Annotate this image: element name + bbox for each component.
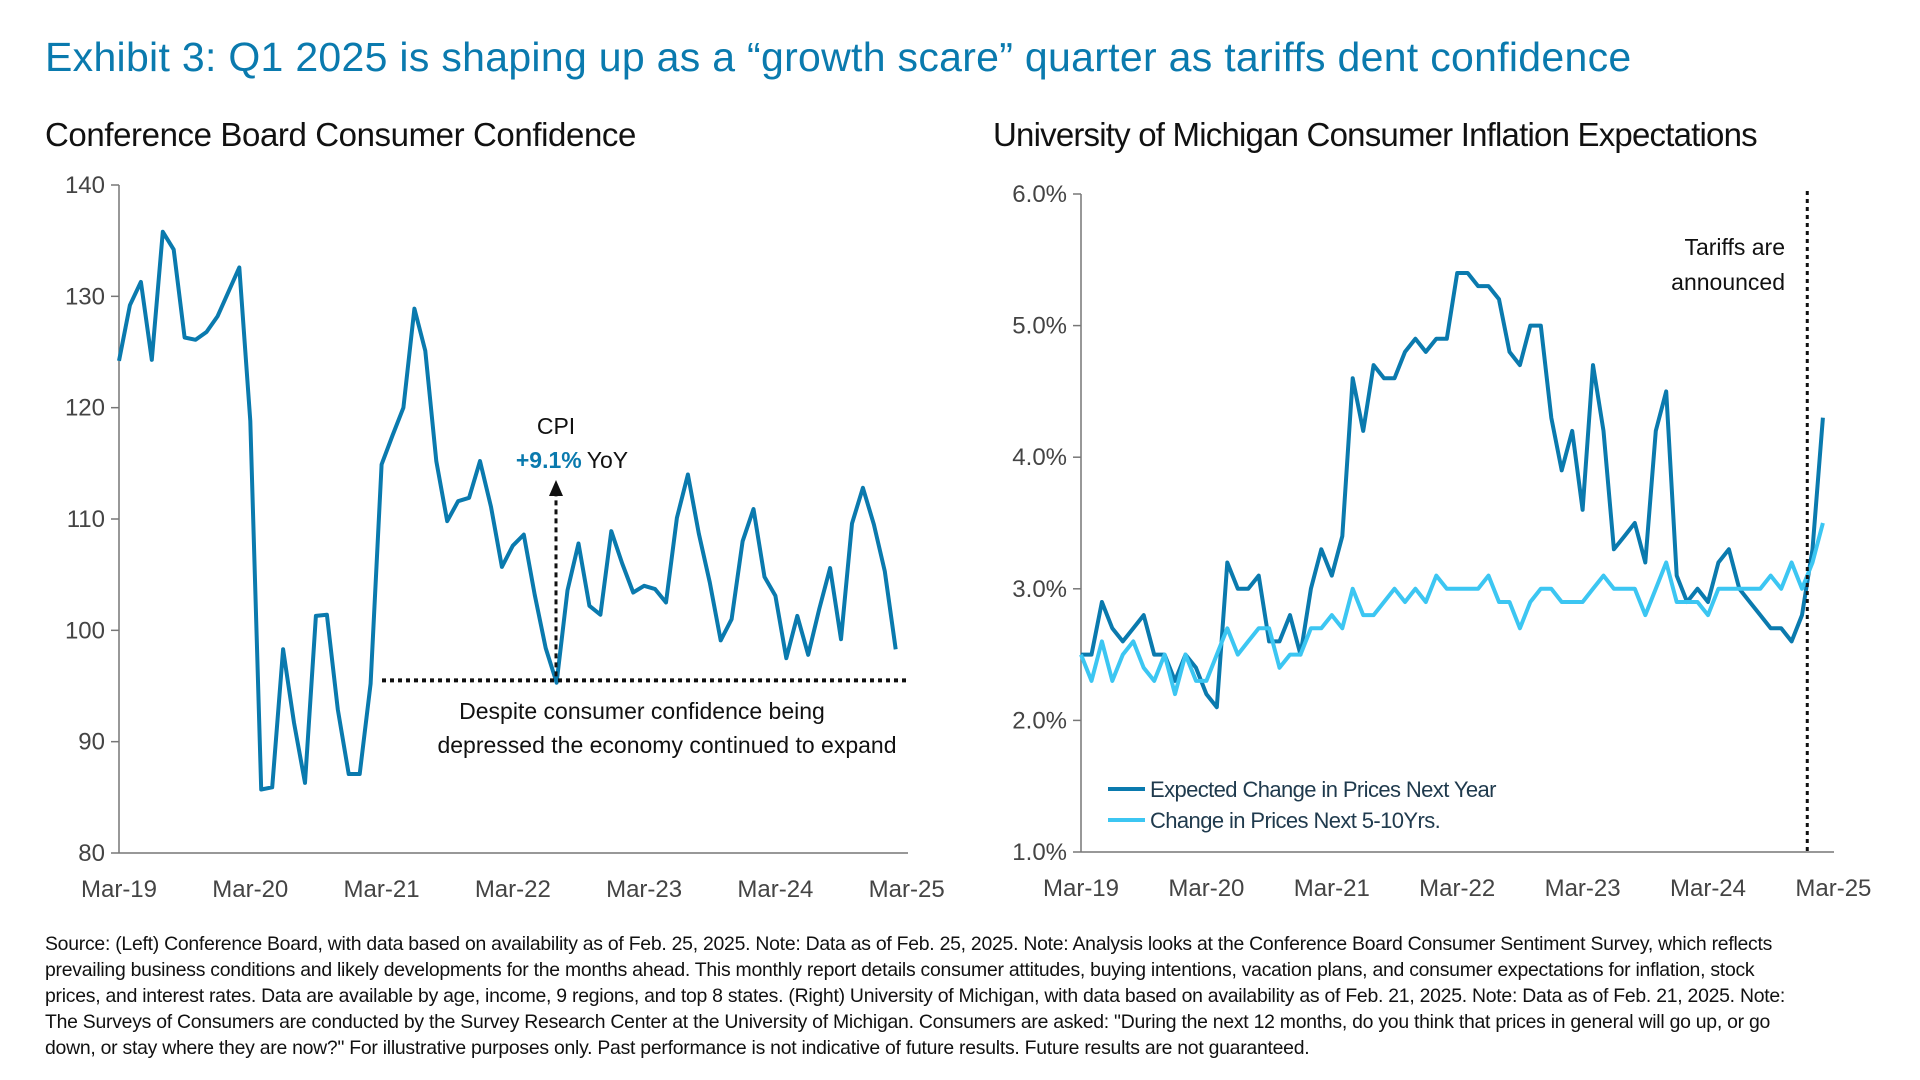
y-tick-label: 140 <box>65 172 105 199</box>
y-tick-label: 2.0% <box>1012 707 1067 734</box>
x-tick-label: Mar-25 <box>1795 875 1871 902</box>
series-line-1 <box>1079 522 1825 697</box>
cpi-value: +9.1% <box>516 447 582 473</box>
footnote-line: down, or stay where they are now?" For i… <box>45 1037 1310 1059</box>
x-tick-label: Mar-21 <box>1294 875 1370 902</box>
x-tick-label: Mar-19 <box>81 876 157 903</box>
exhibit-title: Exhibit 3: Q1 2025 is shaping up as a “g… <box>45 34 1632 80</box>
footnote-line: prices, and interest rates. Data are ava… <box>45 985 1786 1007</box>
footnote-line: prevailing business conditions and likel… <box>45 959 1755 981</box>
x-tick-label: Mar-20 <box>212 876 288 903</box>
note-line-1: Despite consumer confidence being <box>459 698 825 724</box>
y-tick-label: 90 <box>78 729 105 756</box>
legend: Expected Change in Prices Next Year Chan… <box>1108 777 1497 833</box>
x-tick-label: Mar-20 <box>1168 875 1244 902</box>
x-tick-label: Mar-23 <box>1545 875 1621 902</box>
left-chart-title: Conference Board Consumer Confidence <box>45 116 636 153</box>
legend-label-expected-next-year: Expected Change in Prices Next Year <box>1150 777 1496 802</box>
y-tick-label: 120 <box>65 395 105 422</box>
x-tick-label: Mar-24 <box>1670 875 1746 902</box>
michigan-chart: 1.0% 2.0% 3.0% 4.0% 5.0% 6.0% Mar-19 Mar-20 Mar-… <box>1012 181 1871 902</box>
cpi-label: CPI <box>537 413 575 439</box>
y-tick-label: 110 <box>67 506 105 533</box>
footnote-line: The Surveys of Consumers are conducted b… <box>45 1011 1771 1033</box>
x-tick-label: Mar-22 <box>1419 875 1495 902</box>
y-tick-label: 100 <box>65 617 105 644</box>
y-tick-label: 80 <box>78 840 105 867</box>
series-line-0 <box>117 229 898 792</box>
x-tick-label: Mar-25 <box>869 876 945 903</box>
cpi-annotation: +9.1% YoY <box>516 447 628 473</box>
legend-label-next-5-10yrs: Change in Prices Next 5-10Yrs. <box>1150 808 1440 833</box>
tariffs-label-line-2: announced <box>1671 269 1785 295</box>
x-tick-label: Mar-22 <box>475 876 551 903</box>
cpi-arrow-head <box>549 480 563 496</box>
right-chart-title: University of Michigan Consumer Inflatio… <box>993 116 1758 153</box>
y-tick-label: 3.0% <box>1012 576 1067 603</box>
y-tick-label: 1.0% <box>1012 839 1067 866</box>
conference-board-chart: 80 90 100 110 120 130 140 Mar-19 Mar-20 Mar-21 Mar… <box>65 172 945 903</box>
y-tick-label: 4.0% <box>1012 444 1067 471</box>
y-tick-label: 5.0% <box>1012 313 1067 340</box>
cpi-suffix: YoY <box>587 447 628 473</box>
note-line-2: depressed the economy continued to expan… <box>437 732 896 758</box>
x-tick-label: Mar-23 <box>606 876 682 903</box>
x-tick-label: Mar-21 <box>344 876 420 903</box>
y-tick-label: 6.0% <box>1012 181 1067 208</box>
x-tick-label: Mar-24 <box>737 876 813 903</box>
footnote-line: Source: (Left) Conference Board, with da… <box>45 933 1773 955</box>
series-line-0 <box>1081 271 1825 710</box>
x-tick-label: Mar-19 <box>1043 875 1119 902</box>
footnote: Source: (Left) Conference Board, with da… <box>45 931 1785 1061</box>
tariffs-label-line-1: Tariffs are <box>1684 234 1785 260</box>
y-tick-label: 130 <box>65 283 105 310</box>
